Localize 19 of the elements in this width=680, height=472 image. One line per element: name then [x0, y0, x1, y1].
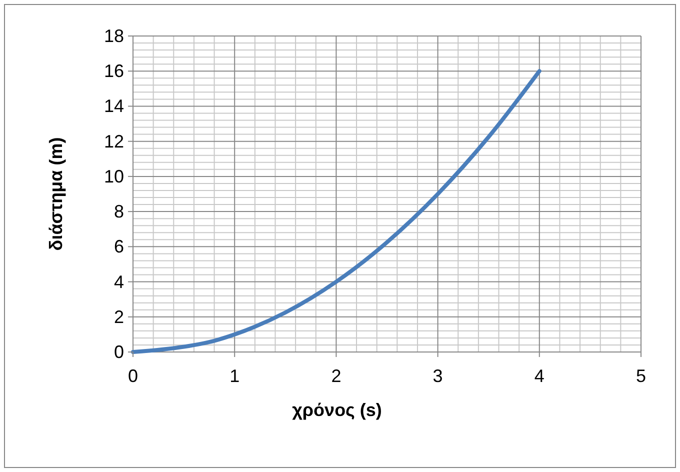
line-series — [131, 69, 542, 354]
y-tick-label: 16 — [104, 61, 124, 82]
y-axis-title: διάστημα (m) — [46, 137, 66, 251]
x-tick-label: 1 — [230, 366, 240, 386]
y-tick-label: 0 — [114, 342, 124, 362]
y-tick-label: 14 — [104, 96, 124, 116]
x-axis-title: χρόνος (s) — [292, 400, 382, 420]
x-tick-label: 0 — [128, 366, 138, 386]
y-tick-label: 10 — [104, 166, 124, 186]
x-tick-label: 3 — [432, 366, 443, 386]
x-tick-label: 2 — [331, 366, 342, 386]
x-tick-label: 4 — [534, 366, 544, 386]
y-tick-label: 18 — [104, 26, 124, 46]
y-tick-label: 6 — [114, 236, 124, 257]
x-tick-label: 5 — [636, 366, 646, 386]
y-tick-label: 2 — [114, 306, 124, 327]
y-tick-label: 8 — [114, 202, 124, 222]
y-tick-label: 4 — [114, 272, 124, 292]
y-tick-label: 12 — [104, 131, 124, 152]
